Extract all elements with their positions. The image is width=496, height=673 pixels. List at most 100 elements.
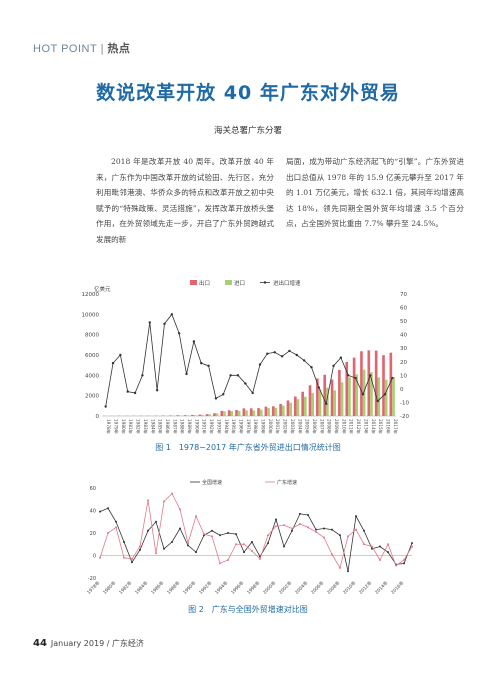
growth-line — [105, 313, 393, 407]
guangdong-point — [347, 535, 349, 538]
page-footer: 44 January 2019 / 广东经济 — [33, 638, 144, 649]
x-tick-label: 2006年 — [309, 579, 326, 596]
guangdong-point — [171, 492, 173, 495]
national-point — [307, 514, 309, 516]
growth-point — [347, 374, 350, 377]
export-bar — [316, 378, 319, 416]
article-title: 数说改革开放 40 年广东对外贸易 — [96, 82, 400, 104]
import-bar — [289, 402, 292, 416]
growth-point — [317, 386, 321, 389]
export-bar — [338, 369, 341, 416]
guangdong-point — [99, 556, 101, 559]
growth-point — [295, 353, 298, 357]
legend-marker-growth — [263, 281, 267, 284]
x-tick-label: 2017年 — [392, 419, 399, 434]
legend-label-export: 出口 — [199, 279, 210, 287]
x-tick-label: 2005年 — [304, 419, 311, 434]
legend-label-guangdong: 广东增速 — [277, 479, 297, 486]
national-point — [243, 551, 245, 554]
growth-point — [133, 391, 137, 395]
growth-point — [185, 372, 188, 376]
national-point — [187, 544, 189, 547]
growth-point — [302, 359, 306, 362]
export-bar — [271, 406, 275, 416]
growth-point — [192, 340, 196, 343]
national-point — [227, 532, 229, 534]
national-point — [131, 561, 133, 564]
x-tick-label: 1980年 — [120, 419, 127, 434]
guangdong-point — [131, 557, 133, 560]
x-tick-label: 1990年 — [181, 579, 198, 596]
guangdong-point — [187, 542, 189, 545]
growth-point — [376, 399, 379, 403]
y-tick-label: 6000 — [85, 353, 99, 359]
export-bar — [191, 414, 194, 416]
export-bar — [389, 352, 393, 416]
growth-point — [222, 393, 225, 396]
guangdong-point — [299, 523, 301, 525]
x-tick-label: 1979年 — [113, 419, 120, 434]
import-bar — [237, 410, 241, 416]
growth-point — [251, 391, 254, 395]
growth-point — [111, 361, 115, 365]
national-point — [115, 520, 117, 523]
y-tick-label: 12000 — [82, 292, 100, 298]
page-number: 44 — [33, 638, 47, 649]
import-bar — [201, 414, 204, 416]
national-line — [99, 507, 413, 572]
growth-point — [207, 364, 210, 368]
national-point — [363, 529, 365, 532]
import-bar — [208, 414, 212, 416]
national-point — [267, 542, 269, 545]
export-bar — [176, 415, 180, 416]
growth-point — [126, 390, 129, 393]
guangdong-point — [355, 528, 357, 531]
section-label-cn: 热点 — [107, 42, 131, 55]
import-bar — [281, 405, 285, 416]
export-bar — [220, 410, 224, 416]
x-tick-label: 2002年 — [277, 579, 294, 596]
growth-point — [383, 393, 387, 396]
x-tick-label: 1990年 — [193, 419, 200, 434]
legend-swatch-import — [225, 280, 232, 285]
x-tick-label: 1981年 — [127, 419, 134, 434]
x-tick-label: 1987年 — [171, 419, 178, 434]
x-tick-label: 1991年 — [201, 419, 208, 434]
national-point — [355, 515, 357, 518]
national-point — [235, 533, 237, 536]
national-point — [371, 547, 373, 550]
national-point — [283, 545, 285, 548]
growth-point — [324, 402, 328, 405]
national-point — [347, 570, 349, 573]
x-tick-label: 2016年 — [384, 419, 391, 434]
national-point — [195, 551, 197, 554]
x-tick-label: 2015年 — [377, 419, 384, 434]
x-tick-label: 1986年 — [149, 579, 166, 596]
export-bar — [345, 361, 349, 416]
import-bar — [223, 411, 226, 416]
y-tick-label: 20 — [90, 531, 96, 537]
guangdong-point — [371, 545, 373, 548]
x-tick-label: 2007年 — [318, 419, 325, 434]
x-tick-label: 1998年 — [252, 419, 259, 434]
y-tick-label: 0 — [93, 554, 96, 560]
x-tick-label: 1978年 — [105, 419, 112, 434]
x-tick-label: 1984年 — [149, 419, 156, 434]
legend-label-national: 全国增速 — [202, 479, 222, 486]
y-tick-label: -20 — [88, 576, 96, 582]
x-tick-label: 1992年 — [208, 419, 215, 434]
x-tick-label: 2008年 — [326, 419, 333, 434]
export-bar — [257, 408, 260, 416]
import-bar — [370, 372, 373, 416]
export-bar — [169, 415, 172, 416]
x-tick-label: 1985年 — [157, 419, 164, 434]
guangdong-point — [403, 559, 405, 561]
import-bar — [377, 377, 381, 416]
national-point — [163, 547, 165, 550]
guangdong-point — [323, 536, 325, 539]
growth-point — [236, 374, 240, 377]
national-point — [275, 518, 277, 521]
export-bar — [286, 400, 290, 416]
y2-tick-label: 70 — [400, 292, 407, 298]
export-bar — [382, 355, 385, 416]
